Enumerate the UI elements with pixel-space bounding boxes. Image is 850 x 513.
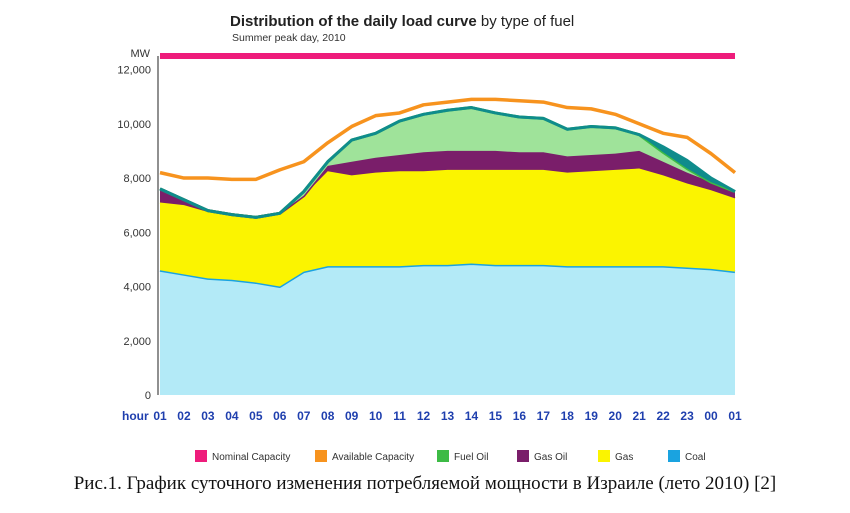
- x-tick-label: 11: [393, 409, 406, 423]
- line-available-capacity: [159, 97, 737, 182]
- y-axis-unit-label: MW: [130, 48, 150, 60]
- legend-swatch: [195, 450, 207, 462]
- legend-label: Coal: [685, 452, 706, 463]
- x-tick-label: 01: [153, 409, 167, 423]
- legend-item-gas-oil: Gas Oil: [517, 450, 567, 463]
- chart-title: Distribution of the daily load curve by …: [230, 13, 574, 30]
- y-tick-label: 4,000: [123, 282, 151, 294]
- load-curve-chart: Distribution of the daily load curve by …: [117, 13, 742, 463]
- legend-item-available-capacity: Available Capacity: [315, 450, 414, 463]
- legend-swatch: [517, 450, 529, 462]
- y-tick-label: 6,000: [123, 227, 151, 239]
- x-tick-label: 22: [656, 409, 670, 423]
- x-tick-label: 08: [321, 409, 335, 423]
- x-tick-label: 07: [297, 409, 311, 423]
- edge-extra: [159, 106, 736, 219]
- figure-caption: Рис.1. График суточного изменения потреб…: [73, 473, 777, 494]
- x-tick-label: 21: [632, 409, 646, 423]
- legend-label: Available Capacity: [332, 452, 414, 463]
- x-tick-label: 10: [369, 409, 383, 423]
- x-tick-label: 23: [680, 409, 694, 423]
- x-tick-label: 05: [249, 409, 263, 423]
- x-tick-label: 09: [345, 409, 359, 423]
- x-tick-label: 00: [704, 409, 718, 423]
- area-gas: [160, 168, 735, 287]
- x-tick-label: 14: [465, 409, 479, 423]
- legend-item-gas: Gas: [598, 450, 633, 463]
- x-tick-label: 12: [417, 409, 431, 423]
- x-tick-label: 13: [441, 409, 455, 423]
- legend-swatch: [437, 450, 449, 462]
- y-tick-label: 0: [145, 390, 151, 402]
- x-tick-label: 19: [585, 409, 599, 423]
- area-coal: [160, 263, 735, 395]
- chart-title-rest: by type of fuel: [477, 13, 575, 30]
- area-gas-oil: [160, 150, 735, 218]
- y-tick-label: 2,000: [123, 336, 151, 348]
- x-axis-hour-label: hour: [122, 409, 149, 423]
- y-tick-label: 12,000: [117, 65, 151, 77]
- x-tick-label: 17: [537, 409, 551, 423]
- legend-swatch: [668, 450, 680, 462]
- legend-swatch: [315, 450, 327, 462]
- x-tick-label: 03: [201, 409, 215, 423]
- x-tick-label: 16: [513, 409, 527, 423]
- x-tick-label: 06: [273, 409, 287, 423]
- capacity-lines: [159, 53, 737, 182]
- area-fuel-oil: [160, 107, 735, 218]
- y-tick-label: 8,000: [123, 173, 151, 185]
- stacked-areas: [159, 106, 736, 395]
- legend-label: Nominal Capacity: [212, 452, 290, 463]
- chart-subtitle: Summer peak day, 2010: [232, 32, 346, 44]
- chart-title-bold: Distribution of the daily load curve: [230, 13, 477, 30]
- legend-swatch: [598, 450, 610, 462]
- legend-label: Gas: [615, 452, 633, 463]
- x-tick-label: 15: [489, 409, 503, 423]
- legend-label: Fuel Oil: [454, 452, 488, 463]
- x-axis-ticks: 01 02 03 04 05 06 07 08 09 10 11 12 13 14 15 16 17 18 19 20…: [153, 409, 742, 423]
- legend: Nominal Capacity Available Capacity Fuel O…: [195, 450, 706, 463]
- x-tick-label: 02: [177, 409, 191, 423]
- x-tick-label: 18: [561, 409, 575, 423]
- y-tick-label: 10,000: [117, 119, 151, 131]
- x-tick-label: 01: [728, 409, 742, 423]
- x-tick-label: 20: [609, 409, 623, 423]
- legend-item-fuel-oil: Fuel Oil: [437, 450, 488, 463]
- legend-item-nominal-capacity: Nominal Capacity: [195, 450, 290, 463]
- legend-label: Gas Oil: [534, 452, 567, 463]
- x-tick-label: 04: [225, 409, 239, 423]
- y-axis-ticks: 0 2,000 4,000 6,000 8,000 10,000 12,000: [117, 65, 151, 402]
- legend-item-coal: Coal: [668, 450, 706, 463]
